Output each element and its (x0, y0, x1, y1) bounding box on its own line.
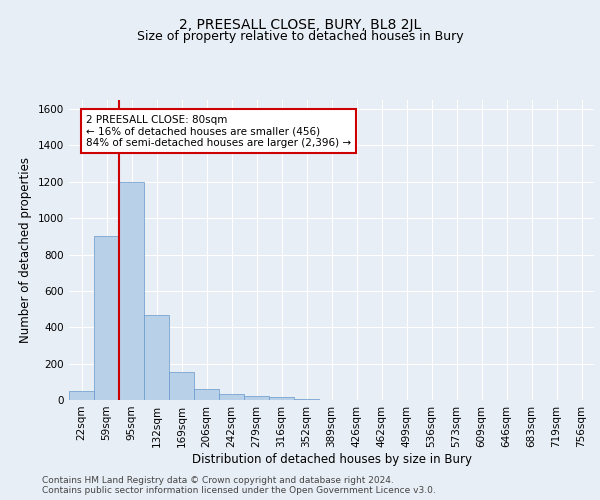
Bar (119, 182, 144, 400)
Text: Contains HM Land Registry data © Crown copyright and database right 2024.
Contai: Contains HM Land Registry data © Crown c… (42, 476, 436, 495)
Bar (269, 398, 294, 400)
Y-axis label: Number of detached properties: Number of detached properties (19, 157, 32, 343)
Text: Size of property relative to detached houses in Bury: Size of property relative to detached ho… (137, 30, 463, 43)
Text: 2 PREESALL CLOSE: 80sqm
← 16% of detached houses are smaller (456)
84% of semi-d: 2 PREESALL CLOSE: 80sqm ← 16% of detache… (86, 114, 351, 148)
Bar (169, 372, 194, 400)
Bar (69, 391, 94, 400)
Bar (144, 314, 169, 400)
Bar (94, 236, 119, 400)
Bar (244, 396, 269, 400)
Bar (294, 399, 319, 400)
Text: 2, PREESALL CLOSE, BURY, BL8 2JL: 2, PREESALL CLOSE, BURY, BL8 2JL (179, 18, 421, 32)
Bar (219, 394, 244, 400)
X-axis label: Distribution of detached houses by size in Bury: Distribution of detached houses by size … (191, 452, 472, 466)
Bar (194, 389, 219, 400)
